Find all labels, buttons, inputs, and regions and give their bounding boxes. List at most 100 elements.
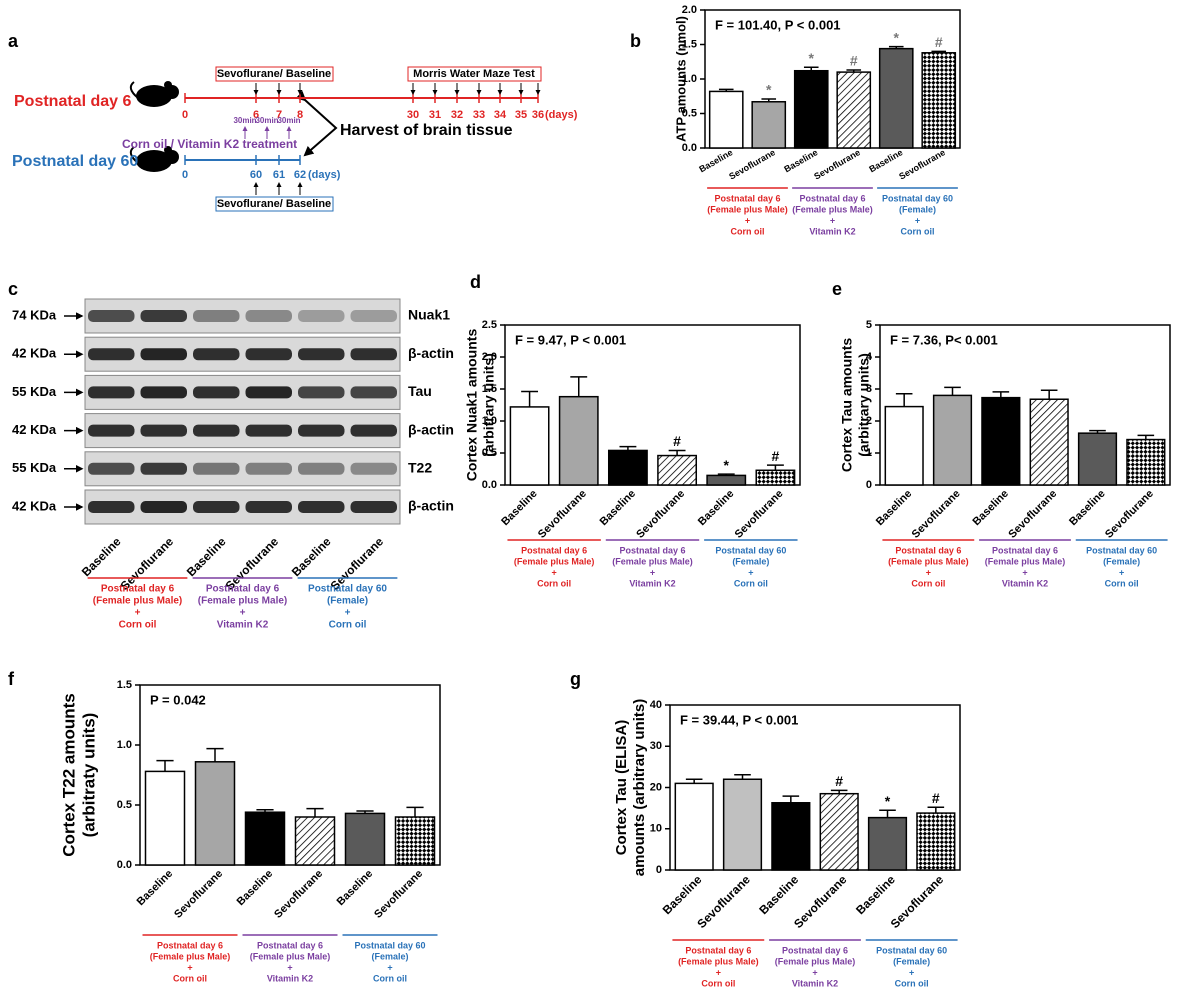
- blot-band: [245, 462, 292, 475]
- error-bar: [717, 473, 735, 476]
- bar: [394, 816, 436, 866]
- lane-label: Baseline: [289, 534, 334, 579]
- error-bar: [1040, 389, 1058, 400]
- panel-label: d: [470, 272, 481, 292]
- x-tick-label: Baseline: [867, 147, 904, 174]
- error-bar: [766, 464, 784, 471]
- error-bar: [895, 393, 913, 407]
- protein-label: Tau: [408, 383, 432, 399]
- group-label: +: [830, 215, 835, 225]
- blot-band: [350, 501, 397, 513]
- day-label: 0: [182, 169, 188, 181]
- bar: [344, 812, 386, 866]
- group-label: Postnatal day 60: [876, 945, 947, 955]
- treatment-label: Corn oil / Vitamin K2 treatment: [122, 137, 297, 151]
- unit-label: (days): [308, 169, 341, 181]
- group-label: (Female): [732, 556, 769, 566]
- blot-band: [350, 386, 397, 399]
- group-label: Postnatal day 60: [1086, 545, 1157, 555]
- blot-band: [140, 424, 187, 437]
- blot-band: [140, 462, 187, 475]
- group-label: Postnatal day 6: [799, 193, 865, 203]
- x-tick-label: Baseline: [971, 488, 1011, 528]
- blot-band: [193, 462, 240, 475]
- group-label: +: [387, 962, 392, 972]
- x-tick-label: Baseline: [499, 488, 539, 528]
- significance-marker: #: [935, 34, 943, 50]
- lane-label: Baseline: [184, 534, 229, 579]
- group-label: +: [1119, 567, 1124, 577]
- error-bar: [761, 98, 777, 102]
- group-label: Postnatal day 6: [619, 545, 685, 555]
- group-label: Postnatal day 60: [715, 545, 786, 555]
- protein-label: β-actin: [408, 421, 454, 437]
- y-tick-label: 0: [656, 864, 662, 876]
- bar: [981, 396, 1021, 486]
- significance-marker: #: [835, 773, 843, 789]
- blot-strip: [84, 489, 401, 525]
- blot-band: [350, 310, 397, 322]
- error-bar: [879, 809, 896, 818]
- blot-strip: [84, 298, 401, 334]
- significance-marker: #: [673, 433, 681, 449]
- group-label: Postnatal day 6: [992, 545, 1058, 555]
- y-axis-label: Cortex T22 amounts: [59, 693, 78, 856]
- group-label: Corn oil: [731, 226, 765, 236]
- day-label: 34: [494, 109, 507, 121]
- group-label: +: [187, 962, 192, 972]
- group-label: (Female): [1103, 556, 1140, 566]
- blot-strip: [84, 451, 401, 487]
- y-axis-label: Cortex Tau (ELISA): [613, 720, 630, 856]
- bar: [1029, 398, 1069, 486]
- bar: [708, 90, 744, 149]
- group-label: +: [345, 608, 351, 619]
- y-axis-label: (arbitraty units): [79, 713, 98, 838]
- duration-label: 30min: [255, 116, 278, 125]
- blot-band: [88, 424, 135, 437]
- duration-label: 30min: [233, 116, 256, 125]
- error-bar: [992, 391, 1010, 398]
- day-label: 33: [473, 109, 485, 121]
- group-label: Vitamin K2: [217, 620, 269, 631]
- x-tick-label: Baseline: [782, 147, 819, 174]
- group-label: Postnatal day 60: [12, 153, 138, 170]
- group-label: +: [812, 967, 817, 977]
- y-tick-label: 1.0: [117, 739, 132, 751]
- group-label: Corn oil: [373, 973, 407, 983]
- y-tick-label: 0.5: [482, 447, 497, 459]
- error-bar: [406, 806, 424, 817]
- y-tick-label: 1.0: [482, 415, 497, 427]
- error-bar: [803, 66, 819, 71]
- day-label: 7: [276, 109, 282, 121]
- y-axis-label: (arbitrary units): [856, 353, 872, 456]
- bar: [793, 69, 829, 149]
- y-tick-label: 1.5: [682, 38, 697, 50]
- error-bar: [685, 778, 703, 784]
- bar: [1126, 438, 1166, 486]
- bar: [657, 454, 698, 486]
- bar: [916, 812, 956, 871]
- annotation: P = 0.042: [150, 692, 206, 707]
- x-tick-label: Baseline: [135, 868, 175, 908]
- mouse-icon: [129, 81, 179, 107]
- label-box: [215, 196, 334, 212]
- group-label: Corn oil: [537, 578, 571, 588]
- group-label: Postnatal day 6: [782, 945, 848, 955]
- significance-marker: *: [894, 29, 900, 45]
- blot-band: [298, 348, 345, 361]
- bar: [771, 802, 811, 871]
- mouse-icon: [129, 146, 179, 172]
- blot-band: [350, 348, 397, 361]
- y-tick-label: 0.0: [117, 859, 132, 871]
- group-label: (Female): [899, 204, 936, 214]
- group-label: +: [240, 608, 246, 619]
- bar: [836, 71, 872, 149]
- significance-marker: *: [766, 82, 772, 98]
- blot-band: [245, 424, 292, 437]
- error-bar: [356, 810, 374, 814]
- x-tick-label: Sevoflurane: [1103, 488, 1156, 541]
- box-label: Sevoflurane/ Baseline: [217, 198, 331, 210]
- label-box: [215, 66, 334, 82]
- panel-label: c: [8, 279, 18, 299]
